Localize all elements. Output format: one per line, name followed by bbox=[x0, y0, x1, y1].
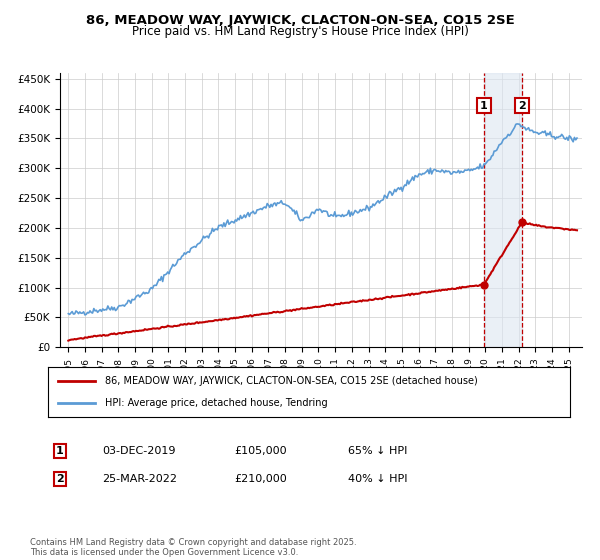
Text: Contains HM Land Registry data © Crown copyright and database right 2025.
This d: Contains HM Land Registry data © Crown c… bbox=[30, 538, 356, 557]
Text: 2: 2 bbox=[56, 474, 64, 484]
Text: 03-DEC-2019: 03-DEC-2019 bbox=[102, 446, 176, 456]
Text: 86, MEADOW WAY, JAYWICK, CLACTON-ON-SEA, CO15 2SE: 86, MEADOW WAY, JAYWICK, CLACTON-ON-SEA,… bbox=[86, 14, 514, 27]
Text: 40% ↓ HPI: 40% ↓ HPI bbox=[348, 474, 407, 484]
Text: 1: 1 bbox=[56, 446, 64, 456]
Text: £105,000: £105,000 bbox=[234, 446, 287, 456]
Bar bbox=[484, 73, 522, 347]
Text: HPI: Average price, detached house, Tendring: HPI: Average price, detached house, Tend… bbox=[106, 398, 328, 408]
Text: 1: 1 bbox=[480, 101, 488, 111]
Text: 65% ↓ HPI: 65% ↓ HPI bbox=[348, 446, 407, 456]
Text: 2: 2 bbox=[518, 101, 526, 111]
Text: Price paid vs. HM Land Registry's House Price Index (HPI): Price paid vs. HM Land Registry's House … bbox=[131, 25, 469, 38]
Text: £210,000: £210,000 bbox=[234, 474, 287, 484]
Text: 86, MEADOW WAY, JAYWICK, CLACTON-ON-SEA, CO15 2SE (detached house): 86, MEADOW WAY, JAYWICK, CLACTON-ON-SEA,… bbox=[106, 376, 478, 386]
Text: 25-MAR-2022: 25-MAR-2022 bbox=[102, 474, 177, 484]
